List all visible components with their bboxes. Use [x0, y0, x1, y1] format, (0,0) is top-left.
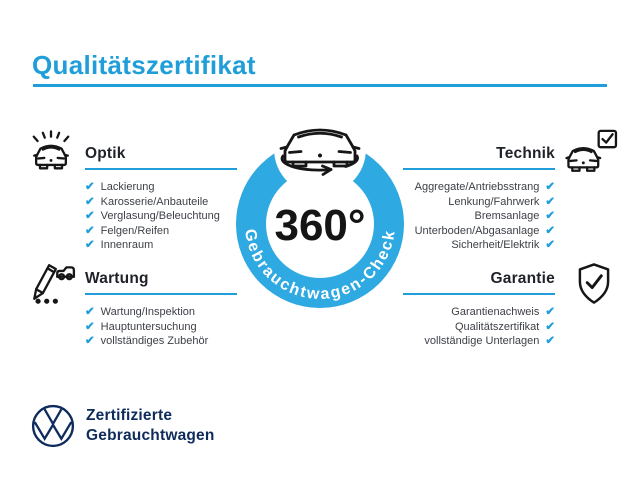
item-label: Sicherheit/Elektrik: [451, 239, 540, 252]
item-label: Karosserie/Anbauteile: [100, 195, 209, 208]
checklist-item: Sicherheit/Elektrik ✔: [403, 238, 555, 253]
checklist-item: ✔ Hauptuntersuchung: [85, 320, 237, 335]
item-label: Unterboden/Abgasanlage: [414, 224, 540, 237]
checklist-item: Unterboden/Abgasanlage ✔: [403, 224, 555, 239]
checklist-item: Bremsanlage ✔: [403, 209, 555, 224]
car-rotation-icon: [279, 128, 361, 176]
optik-checklist: ✔ Lackierung ✔ Karosserie/Anbauteile ✔ Verg…: [85, 180, 237, 253]
check-icon: ✔: [545, 306, 555, 318]
item-label: Qualitätszertifikat: [454, 320, 540, 333]
vw-logo: [31, 404, 75, 448]
section-underline: [85, 293, 237, 295]
section-underline: [403, 293, 555, 295]
brand-line2: Gebrauchtwagen: [86, 426, 215, 444]
checklist-item: ✔ Verglasung/Beleuchtung: [85, 209, 237, 224]
item-label: vollständiges Zubehör: [100, 335, 209, 348]
item-label: vollständige Unterlagen: [424, 335, 540, 348]
title-rule: [33, 84, 607, 87]
item-label: Hauptuntersuchung: [100, 320, 197, 333]
check-icon: ✔: [85, 195, 95, 208]
checklist-item: ✔ Karosserie/Anbauteile: [85, 195, 237, 210]
checklist-item: Garantienachweis ✔: [403, 305, 555, 320]
car-shine-icon: [32, 130, 70, 170]
shield-check-icon: [578, 263, 610, 304]
check-icon: ✔: [545, 320, 555, 333]
checklist-item: Lenkung/Fahrwerk ✔: [403, 195, 555, 210]
check-icon: ✔: [85, 239, 95, 252]
item-label: Lenkung/Fahrwerk: [448, 195, 540, 208]
section-garantie-heading: Garantie: [490, 270, 555, 287]
check-icon: ✔: [85, 320, 95, 333]
check-icon: ✔: [85, 210, 95, 223]
item-label: Felgen/Reifen: [100, 224, 170, 237]
check-icon: ✔: [545, 335, 555, 348]
section-technik-heading: Technik: [496, 145, 555, 162]
item-label: Bremsanlage: [474, 210, 540, 223]
item-label: Lackierung: [100, 181, 155, 193]
garantie-checklist: Garantienachweis ✔ Qualitätszertifikat ✔ v…: [403, 305, 555, 349]
item-label: Innenraum: [100, 239, 154, 252]
checklist-item: ✔ Wartung/Inspektion: [85, 305, 237, 320]
degree-label: 360°: [274, 201, 365, 250]
checklist-item: ✔ vollständiges Zubehör: [85, 334, 237, 349]
check-icon: ✔: [545, 224, 555, 237]
section-optik-heading: Optik: [85, 145, 126, 162]
check-icon: ✔: [545, 239, 555, 252]
section-technik: Technik Aggregate/Antriebsstrang ✔ Lenkun…: [403, 145, 555, 253]
check-icon: ✔: [85, 306, 95, 318]
technik-checklist: Aggregate/Antriebsstrang ✔ Lenkung/Fahrwe…: [403, 180, 555, 253]
checklist-item: ✔ Innenraum: [85, 238, 237, 253]
section-wartung-heading: Wartung: [85, 270, 149, 287]
check-icon: ✔: [545, 210, 555, 223]
car-checkbox-icon: [565, 129, 618, 172]
brand-line1: Zertifizierte: [86, 407, 173, 424]
check-icon: ✔: [85, 335, 95, 348]
item-label: Aggregate/Antriebsstrang: [414, 181, 540, 193]
check-icon: ✔: [545, 195, 555, 208]
check-icon: ✔: [545, 181, 555, 193]
check-icon: ✔: [85, 224, 95, 237]
section-garantie: Garantie Garantienachweis ✔ Qualitätszert…: [403, 270, 555, 349]
section-underline: [85, 168, 237, 170]
section-wartung: Wartung ✔ Wartung/Inspektion ✔ Hauptunters…: [85, 270, 237, 349]
checklist-item: vollständige Unterlagen ✔: [403, 334, 555, 349]
item-label: Verglasung/Beleuchtung: [100, 210, 220, 223]
checklist-item: ✔ Felgen/Reifen: [85, 224, 237, 239]
section-optik: Optik ✔ Lackierung ✔ Karosserie/Anbauteile…: [85, 145, 237, 253]
page-title: Qualitätszertifikat: [32, 50, 256, 81]
checklist-item: Qualitätszertifikat ✔: [403, 320, 555, 335]
item-label: Garantienachweis: [451, 306, 540, 318]
section-underline: [403, 168, 555, 170]
360-badge: Gebrauchtwagen-Check 360°: [236, 112, 404, 308]
wartung-checklist: ✔ Wartung/Inspektion ✔ Hauptuntersuchung ✔…: [85, 305, 237, 349]
pencil-car-service-icon: [33, 264, 76, 304]
checklist-item: Aggregate/Antriebsstrang ✔: [403, 180, 555, 195]
item-label: Wartung/Inspektion: [100, 306, 196, 318]
check-icon: ✔: [85, 181, 95, 193]
brand-wordmark: Zertifizierte Gebrauchtwagen: [86, 406, 215, 445]
checklist-item: ✔ Lackierung: [85, 180, 237, 195]
